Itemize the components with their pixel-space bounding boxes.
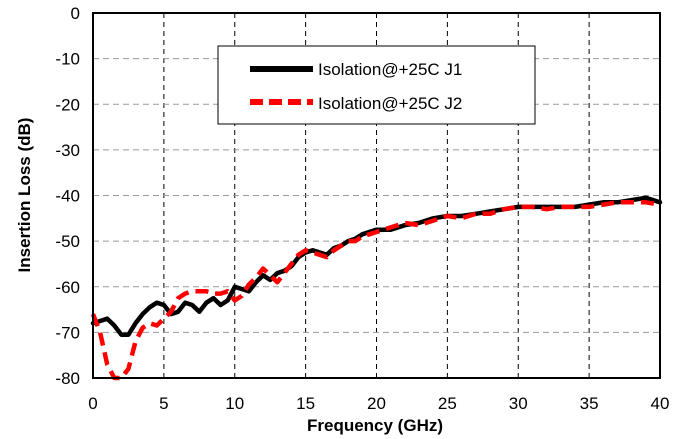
y-tick-label: -50 <box>55 232 80 251</box>
series-lines <box>90 195 663 381</box>
y-axis-title: Insertion Loss (dB) <box>15 118 34 273</box>
y-tick-label: -30 <box>55 141 80 160</box>
tick-labels: 0 5 10 15 20 25 30 35 40 0 -10 -20 -30 -40 -50 -60 -70 -8… <box>55 4 669 413</box>
plot-border <box>92 12 661 379</box>
y-tick-label: -60 <box>55 278 80 297</box>
y-tick-label: 0 <box>71 4 80 23</box>
x-tick-label: 20 <box>367 394 386 413</box>
legend-box <box>217 45 536 125</box>
x-tick-label: 15 <box>296 394 315 413</box>
legend-label-j2: Isolation@+25C J2 <box>318 94 462 113</box>
legend-label-j1: Isolation@+25C J1 <box>318 60 462 79</box>
series-line-j2 <box>90 200 661 381</box>
x-tick-label: 0 <box>88 394 97 413</box>
grid <box>93 13 660 378</box>
plot-frame <box>92 12 661 379</box>
y-tick-label: -10 <box>55 50 80 69</box>
x-tick-label: 5 <box>159 394 168 413</box>
y-tick-label: -70 <box>55 323 80 342</box>
legend: Isolation@+25C J1 Isolation@+25C J2 <box>217 45 536 125</box>
y-tick-label: -40 <box>55 187 80 206</box>
x-tick-label: 10 <box>225 394 244 413</box>
x-tick-label: 40 <box>651 394 670 413</box>
x-tick-label: 30 <box>509 394 528 413</box>
y-tick-label: -80 <box>55 369 80 388</box>
x-tick-label: 25 <box>438 394 457 413</box>
x-axis-title: Frequency (GHz) <box>307 416 443 435</box>
x-tick-label: 35 <box>580 394 599 413</box>
y-tick-label: -20 <box>55 95 80 114</box>
